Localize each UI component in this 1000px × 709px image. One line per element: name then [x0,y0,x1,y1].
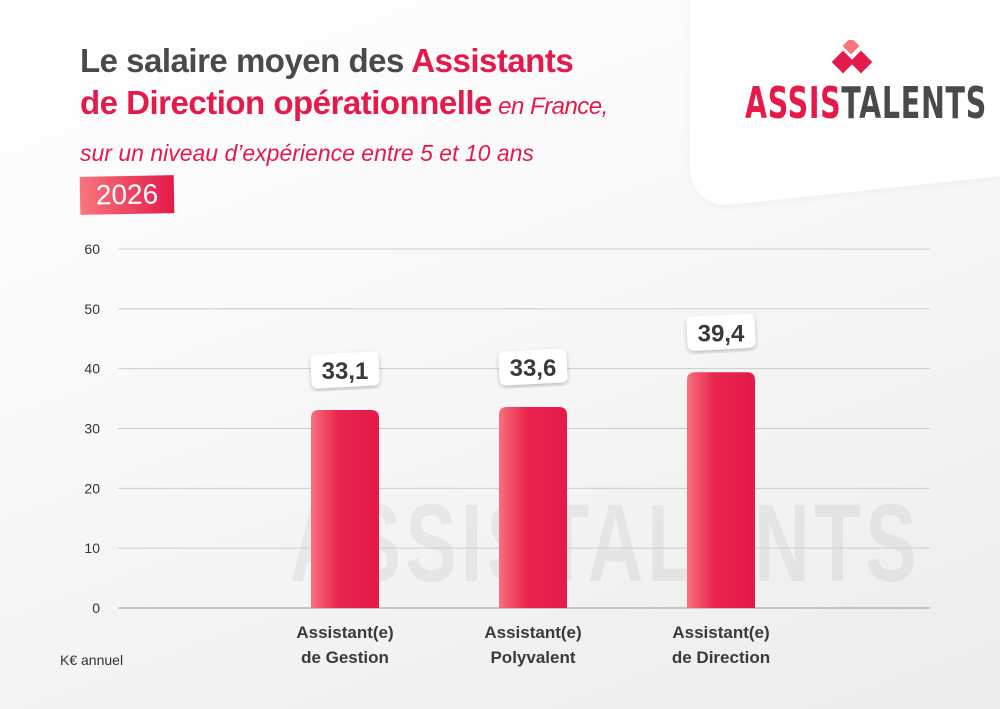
title-text: Le salaire moyen des [80,42,412,79]
x-category-label: de Direction [672,648,770,667]
logo-text-b: TALENTS [841,78,987,129]
data-label: 33,1 [322,358,369,385]
bar [311,409,379,608]
data-label-box [686,313,756,351]
x-category-label: Assistant(e) [484,623,581,642]
y-tick-label: 50 [84,301,100,317]
chart-subtitle: sur un niveau d’expérience entre 5 et 10… [80,140,534,166]
y-tick-label: 40 [84,361,100,377]
data-label-box [310,351,380,389]
x-category-label: Assistant(e) [296,623,393,642]
bar [499,406,567,608]
data-label: 33,6 [510,355,557,382]
y-tick-label: 10 [84,540,100,556]
y-tick-label: 30 [84,421,100,437]
x-category-label: Polyvalent [490,648,575,667]
title-highlight-2: de Direction opérationnelle [80,84,492,121]
chart-title: Le salaire moyen des Assistants de Direc… [80,40,608,128]
x-category-label: Assistant(e) [672,623,769,642]
x-category-label: de Gestion [301,648,389,667]
y-tick-label: 20 [84,480,100,496]
data-label-box [498,348,568,386]
data-label: 39,4 [698,320,745,347]
y-tick-label: 0 [92,600,100,616]
logo-text-a: ASSIS [745,78,842,129]
unit-label: K€ annuel [60,652,124,668]
title-location: en France, [491,93,608,120]
title-highlight: Assistants [411,42,574,79]
logo-diamonds-icon [831,40,873,74]
bar [687,372,755,608]
y-tick-label: 60 [84,241,100,257]
